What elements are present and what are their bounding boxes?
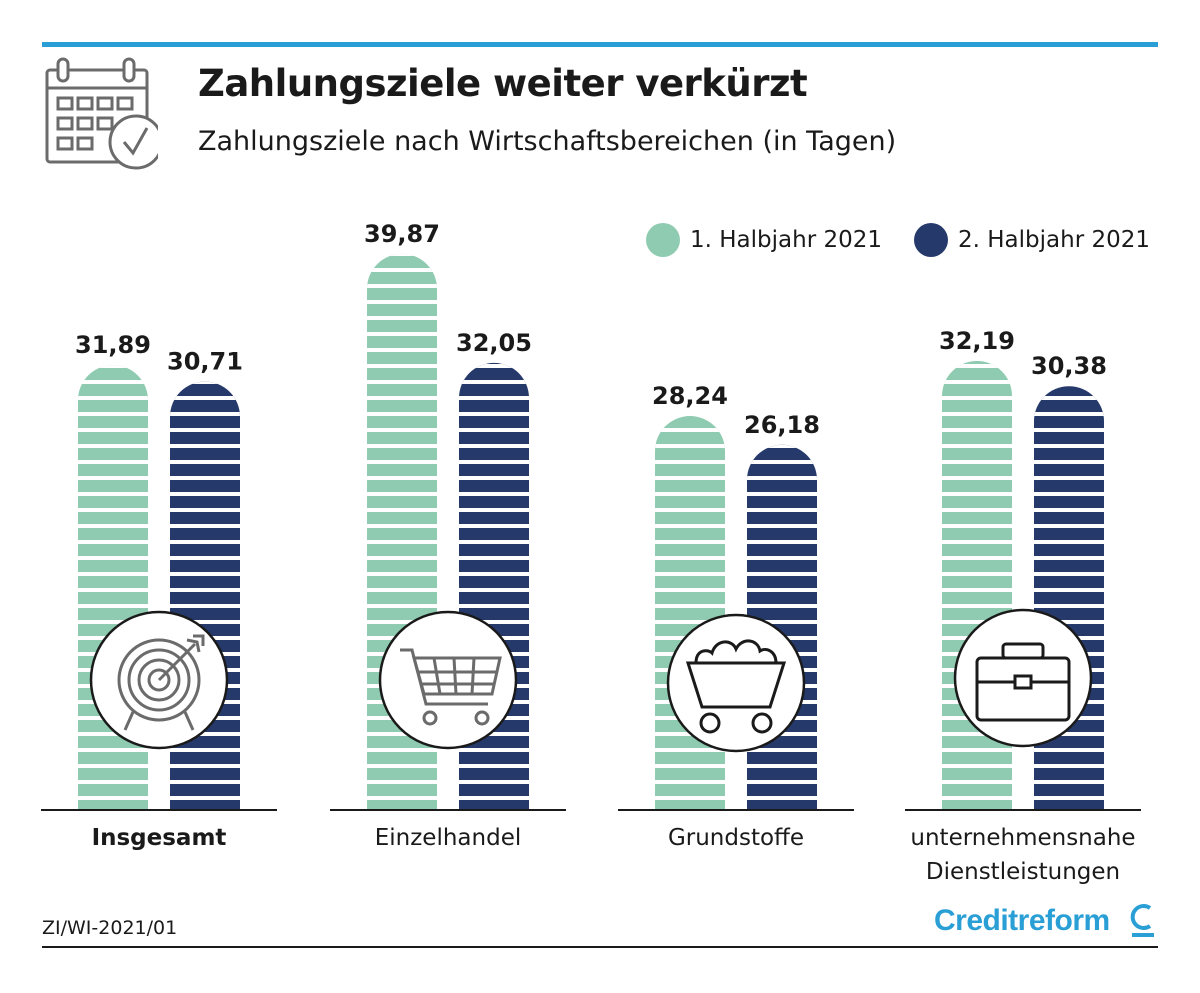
data-label: 26,18 xyxy=(744,411,820,439)
shopping-cart-icon xyxy=(378,610,518,750)
category-label: unternehmensnahe xyxy=(910,825,1135,851)
bar-stripes xyxy=(655,416,725,810)
data-label: 31,89 xyxy=(75,331,151,359)
data-label: 32,05 xyxy=(456,329,532,357)
legend-swatch-series-2 xyxy=(914,223,948,257)
target-icon xyxy=(89,610,229,750)
category-label: Insgesamt xyxy=(92,825,227,851)
legend-item-series-1: 1. Halbjahr 2021 xyxy=(646,222,882,258)
brand-c-icon xyxy=(1130,904,1154,937)
data-label: 32,19 xyxy=(939,327,1015,355)
bottom-rule xyxy=(42,946,1158,948)
category-label: Grundstoffe xyxy=(668,825,804,851)
category-label: Dienstleistungen xyxy=(926,859,1120,885)
data-label: 30,71 xyxy=(167,348,243,376)
source-label: ZI/WI-2021/01 xyxy=(42,917,178,939)
chart-title: Zahlungsziele weiter verkürzt xyxy=(198,62,808,105)
data-label: 39,87 xyxy=(364,220,440,248)
legend-item-series-2: 2. Halbjahr 2021 xyxy=(914,222,1150,258)
calendar-check-icon xyxy=(45,57,158,170)
legend-label-series-2: 2. Halbjahr 2021 xyxy=(958,227,1150,253)
legend-label-series-1: 1. Halbjahr 2021 xyxy=(690,227,882,253)
data-label: 28,24 xyxy=(652,382,728,410)
bar-stripes xyxy=(1034,386,1104,810)
legend-swatch-series-1 xyxy=(646,223,680,257)
brand-logo: Creditreform xyxy=(934,904,1110,937)
chart-subtitle: Zahlungsziele nach Wirtschaftsbereichen … xyxy=(198,126,897,157)
briefcase-icon xyxy=(953,608,1093,748)
top-rule xyxy=(42,42,1158,47)
category-label: Einzelhandel xyxy=(375,825,522,851)
data-label: 30,38 xyxy=(1031,352,1107,380)
coal-cart-icon xyxy=(666,613,806,753)
